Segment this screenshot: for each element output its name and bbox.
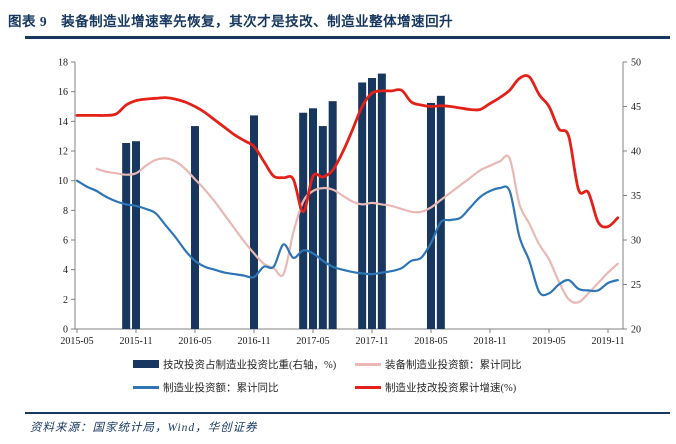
axes: 0 2 4 6 8 10 12 14 16 18 20 25 30 35 40 45 50 2015-05 2015…: [58, 58, 641, 348]
legend-swatch-line: [355, 385, 381, 389]
bar: [377, 73, 386, 329]
line-series: [95, 154, 619, 304]
chart: 0 2 4 6 8 10 12 14 16 18 20 25 30 35 40 45 50 2015-05 2015…: [58, 58, 641, 348]
chart-title: 图表 9 装备制造业增速率先恢复，其次才是技改、制造业整体增速回升: [8, 10, 453, 30]
left-axis-label: 4: [63, 265, 68, 276]
title-divider: [25, 36, 670, 39]
x-axis-label: 2019-05: [532, 336, 565, 347]
left-axis-label: 14: [58, 117, 68, 128]
left-axis-label: 10: [58, 176, 68, 187]
left-axis-label: 6: [63, 236, 68, 247]
x-axis-label: 2018-11: [474, 336, 507, 347]
right-axis-label: 45: [631, 102, 641, 113]
legend-swatch-line: [355, 362, 381, 366]
left-axis-label: 16: [58, 87, 68, 98]
right-axis-label: 50: [631, 58, 641, 69]
legend-label: 技改投资占制造业投资比重(右轴，%): [163, 359, 337, 371]
left-axis-label: 2: [63, 295, 68, 306]
left-axis-label: 0: [63, 325, 68, 336]
bar: [122, 142, 131, 329]
footer-divider: [25, 412, 670, 414]
x-axis-label: 2016-11: [238, 336, 271, 347]
bar-series: [122, 73, 445, 330]
x-axis-label: 2018-05: [414, 336, 447, 347]
right-axis-label: 35: [631, 191, 641, 202]
legend-item: 装备制造业投资额：累计同比: [355, 356, 522, 372]
chart-title-text: 装备制造业增速率先恢复，其次才是技改、制造业整体增速回升: [61, 14, 454, 29]
legend-label: 制造业技改投资累计增速(%): [385, 382, 517, 394]
x-axis-label: 2015-11: [120, 336, 153, 347]
legend-item: 制造业技改投资累计增速(%): [355, 379, 516, 395]
legend-swatch-line: [133, 385, 159, 389]
legend-swatch-bar: [133, 360, 159, 368]
x-axis-label: 2017-11: [356, 336, 389, 347]
line-series: [75, 179, 619, 297]
x-axis-label: 2016-05: [178, 336, 211, 347]
legend-item: 制造业投资额：累计同比: [133, 379, 279, 395]
bar: [436, 95, 445, 329]
chart-title-number: 图表 9: [8, 14, 48, 29]
right-axis-label: 20: [631, 325, 641, 336]
bar: [358, 82, 367, 329]
left-axis-label: 18: [58, 58, 68, 69]
bar: [191, 126, 199, 329]
line-series: [75, 74, 620, 229]
x-axis-label: 2015-05: [60, 336, 93, 347]
left-axis-label: 8: [63, 206, 68, 217]
right-axis-label: 40: [631, 147, 641, 158]
chart-legend: 技改投资占制造业投资比重(右轴，%) 装备制造业投资额：累计同比制造业投资额：累计…: [0, 352, 676, 404]
x-axis-label: 2019-11: [592, 336, 625, 347]
bar: [427, 102, 435, 329]
legend-label: 制造业投资额：累计同比: [163, 382, 279, 394]
left-axis-label: 12: [58, 147, 68, 158]
right-axis-label: 30: [631, 236, 641, 247]
source-note: 资料来源：国家统计局，Wind，华创证券: [30, 422, 258, 434]
legend-label: 装备制造业投资额：累计同比: [385, 359, 522, 371]
bar: [250, 115, 258, 330]
bar: [299, 112, 308, 329]
x-axis-label: 2017-05: [296, 336, 329, 347]
bar: [318, 126, 327, 329]
right-axis-label: 25: [631, 280, 641, 291]
bar: [328, 101, 337, 329]
legend-item: 技改投资占制造业投资比重(右轴，%): [133, 356, 336, 372]
bar: [309, 108, 317, 329]
bar: [132, 141, 140, 329]
